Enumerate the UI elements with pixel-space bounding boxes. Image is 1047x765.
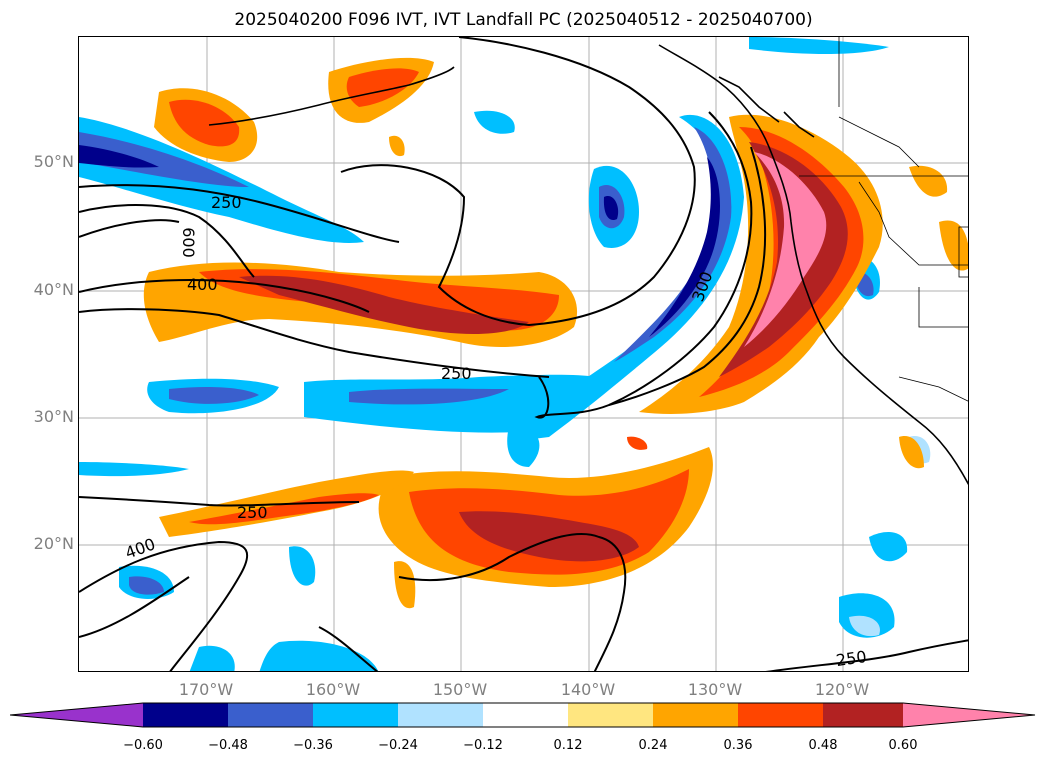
lon-label-170w: 170°W: [178, 680, 234, 699]
contour-label: 400: [187, 275, 218, 294]
contour-label: 250: [237, 503, 268, 522]
colorbar-tick-label: 0.60: [888, 738, 918, 753]
colorbar-tick-label: −0.24: [378, 738, 418, 753]
ivt-contours: [79, 37, 968, 671]
map-title: 2025040200 F096 IVT, IVT Landfall PC (20…: [234, 10, 813, 30]
colorbar-segment: [823, 703, 903, 727]
colorbar-segment: [313, 703, 398, 727]
contour-label: 250: [441, 364, 472, 383]
colorbar: [9, 702, 1036, 728]
lat-label-30n: 30°N: [33, 407, 74, 426]
colorbar-segment: [398, 703, 483, 727]
colorbar-extend-max: [903, 703, 1035, 727]
lat-label-40n: 40°N: [33, 280, 74, 299]
coastline: [208, 44, 968, 486]
lon-label-130w: 130°W: [687, 680, 743, 699]
colorbar-segment: [653, 703, 738, 727]
colorbar-extend-min: [10, 703, 143, 727]
colorbar-tick-label: −0.12: [463, 738, 503, 753]
lon-label-120w: 120°W: [814, 680, 870, 699]
lat-label-20n: 20°N: [33, 534, 74, 553]
colorbar-segment: [143, 703, 228, 727]
contour-label: 600: [178, 227, 198, 258]
colorbar-tick-label: 0.24: [638, 738, 668, 753]
colorbar-segment: [483, 703, 568, 727]
lon-label-160w: 160°W: [305, 680, 361, 699]
positive-ivt-regions: [143, 57, 968, 609]
map-canvas: [79, 37, 968, 671]
colorbar-tick-label: 0.12: [553, 738, 583, 753]
colorbar-tick-label: 0.48: [808, 738, 838, 753]
colorbar-tick-label: 0.36: [723, 738, 753, 753]
colorbar-tick-label: −0.36: [293, 738, 333, 753]
lon-label-150w: 150°W: [432, 680, 488, 699]
political-borders: [799, 37, 968, 402]
map-panel: 250 600 400 250 300 250 400 250: [78, 36, 969, 672]
colorbar-tick-label: −0.48: [208, 738, 248, 753]
lat-label-50n: 50°N: [33, 152, 74, 171]
colorbar-segment: [228, 703, 313, 727]
colorbar-tick-label: −0.60: [123, 738, 163, 753]
colorbar-segment: [568, 703, 653, 727]
lon-label-140w: 140°W: [560, 680, 616, 699]
negative-ivt-regions: [79, 37, 931, 671]
contour-label: 250: [211, 193, 242, 212]
colorbar-svg: [9, 702, 1036, 728]
colorbar-segment: [738, 703, 823, 727]
